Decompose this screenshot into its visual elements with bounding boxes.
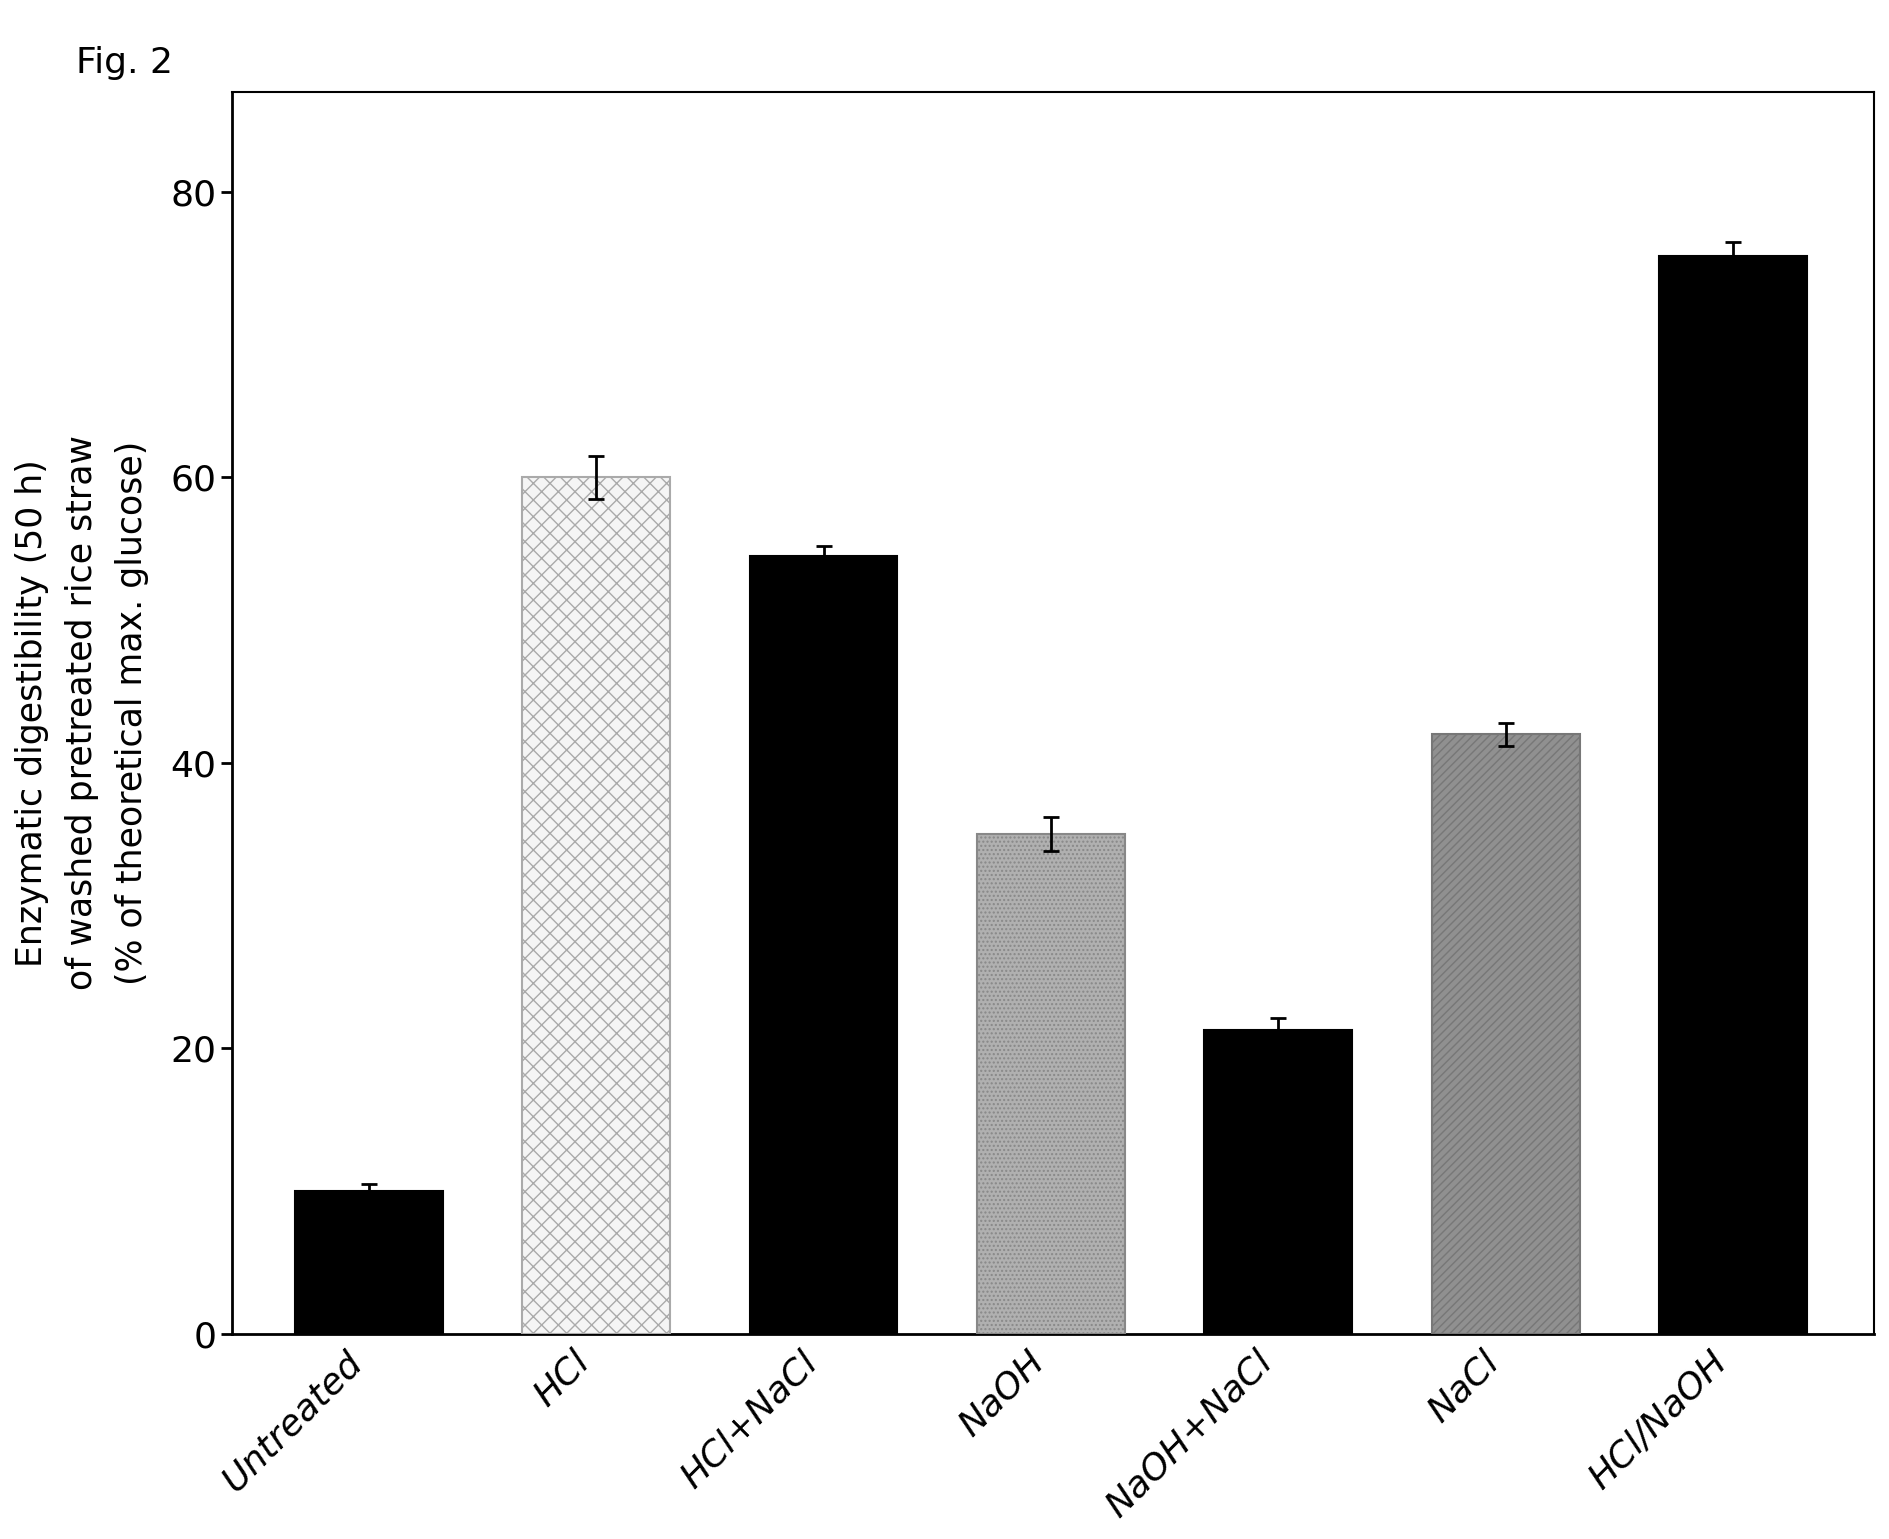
Bar <box>1205 1030 1353 1334</box>
Bar <box>295 1191 442 1334</box>
Bar <box>1432 734 1579 1334</box>
Bar <box>521 477 671 1334</box>
Bar <box>750 556 897 1334</box>
Y-axis label: Enzymatic digestibility (50 h)
of washed pretreated rice straw
(% of theoretical: Enzymatic digestibility (50 h) of washed… <box>15 436 149 990</box>
Bar <box>977 834 1124 1334</box>
Text: Fig. 2: Fig. 2 <box>76 46 172 80</box>
Bar <box>1659 255 1808 1334</box>
